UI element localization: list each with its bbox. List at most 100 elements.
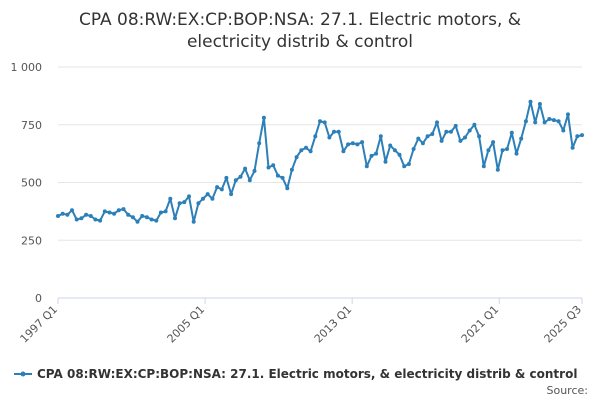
data-point[interactable]	[177, 201, 182, 206]
data-point[interactable]	[313, 134, 318, 139]
data-point[interactable]	[430, 132, 435, 136]
data-point[interactable]	[514, 151, 519, 156]
data-point[interactable]	[252, 168, 257, 173]
data-point[interactable]	[112, 211, 117, 216]
data-point[interactable]	[261, 115, 266, 120]
data-point[interactable]	[70, 208, 74, 213]
data-point[interactable]	[163, 209, 168, 214]
data-point[interactable]	[243, 166, 248, 171]
data-point[interactable]	[144, 215, 149, 220]
data-point[interactable]	[201, 196, 205, 201]
data-point[interactable]	[570, 145, 575, 150]
data-point[interactable]	[411, 147, 416, 151]
data-point[interactable]	[566, 112, 570, 117]
data-point[interactable]	[126, 212, 131, 217]
data-point[interactable]	[420, 141, 425, 146]
data-point[interactable]	[205, 192, 210, 197]
data-point[interactable]	[458, 138, 463, 143]
data-point[interactable]	[509, 130, 514, 135]
data-point[interactable]	[187, 194, 191, 199]
data-point[interactable]	[346, 142, 351, 147]
data-point[interactable]	[79, 216, 84, 221]
data-point[interactable]	[98, 218, 103, 223]
data-point[interactable]	[402, 164, 407, 169]
data-point[interactable]	[149, 217, 154, 222]
data-point[interactable]	[542, 120, 547, 125]
data-point[interactable]	[537, 102, 542, 106]
data-point[interactable]	[383, 159, 388, 164]
data-point[interactable]	[229, 192, 234, 197]
data-point[interactable]	[140, 214, 145, 218]
data-point[interactable]	[350, 141, 355, 146]
data-point[interactable]	[463, 135, 467, 140]
data-point[interactable]	[477, 134, 482, 139]
data-point[interactable]	[322, 120, 327, 125]
data-point[interactable]	[556, 119, 561, 124]
data-point[interactable]	[378, 134, 383, 139]
data-point[interactable]	[355, 142, 360, 147]
data-point[interactable]	[491, 140, 496, 145]
data-point[interactable]	[397, 152, 402, 157]
data-point[interactable]	[505, 147, 510, 151]
data-point[interactable]	[210, 196, 215, 201]
data-point[interactable]	[168, 196, 173, 201]
data-point[interactable]	[561, 128, 566, 133]
data-point[interactable]	[318, 119, 322, 124]
data-point[interactable]	[74, 217, 79, 222]
data-point[interactable]	[332, 129, 336, 134]
data-point[interactable]	[88, 214, 93, 218]
data-point[interactable]	[388, 143, 393, 148]
data-point[interactable]	[107, 210, 112, 215]
data-point[interactable]	[336, 129, 341, 134]
data-point[interactable]	[93, 217, 98, 222]
data-point[interactable]	[308, 149, 313, 154]
data-point[interactable]	[289, 167, 294, 172]
data-point[interactable]	[257, 141, 262, 146]
data-point[interactable]	[528, 99, 533, 104]
data-point[interactable]	[154, 218, 159, 223]
data-point[interactable]	[56, 214, 60, 218]
data-point[interactable]	[523, 119, 528, 124]
data-point[interactable]	[533, 120, 538, 125]
data-point[interactable]	[121, 207, 126, 212]
data-point[interactable]	[495, 167, 500, 172]
data-point[interactable]	[173, 216, 177, 221]
data-point[interactable]	[575, 134, 580, 139]
data-point[interactable]	[500, 148, 505, 153]
data-point[interactable]	[341, 149, 346, 154]
data-point[interactable]	[65, 212, 70, 217]
data-point[interactable]	[519, 136, 524, 141]
data-point[interactable]	[224, 175, 229, 180]
data-point[interactable]	[392, 148, 397, 153]
data-point[interactable]	[102, 209, 107, 214]
data-point[interactable]	[84, 212, 89, 217]
data-point[interactable]	[481, 164, 486, 169]
data-point[interactable]	[467, 128, 472, 133]
data-point[interactable]	[215, 185, 220, 190]
data-point[interactable]	[580, 133, 584, 138]
data-point[interactable]	[285, 186, 290, 191]
data-point[interactable]	[275, 173, 280, 178]
data-point[interactable]	[369, 153, 374, 158]
data-point[interactable]	[294, 155, 299, 160]
data-point[interactable]	[130, 215, 135, 220]
data-point[interactable]	[364, 164, 369, 169]
data-point[interactable]	[266, 165, 271, 170]
data-point[interactable]	[158, 210, 163, 215]
data-point[interactable]	[406, 162, 411, 166]
data-point[interactable]	[444, 129, 449, 134]
data-point[interactable]	[449, 129, 453, 134]
data-point[interactable]	[486, 148, 491, 153]
data-point[interactable]	[135, 219, 140, 224]
data-point[interactable]	[182, 200, 187, 205]
data-point[interactable]	[435, 120, 439, 125]
data-point[interactable]	[425, 134, 430, 139]
data-point[interactable]	[116, 208, 121, 213]
data-point[interactable]	[219, 187, 224, 192]
data-point[interactable]	[299, 148, 304, 153]
data-point[interactable]	[191, 219, 196, 224]
data-point[interactable]	[547, 117, 552, 121]
data-point[interactable]	[233, 178, 238, 183]
data-point[interactable]	[247, 178, 252, 183]
data-point[interactable]	[60, 211, 65, 216]
